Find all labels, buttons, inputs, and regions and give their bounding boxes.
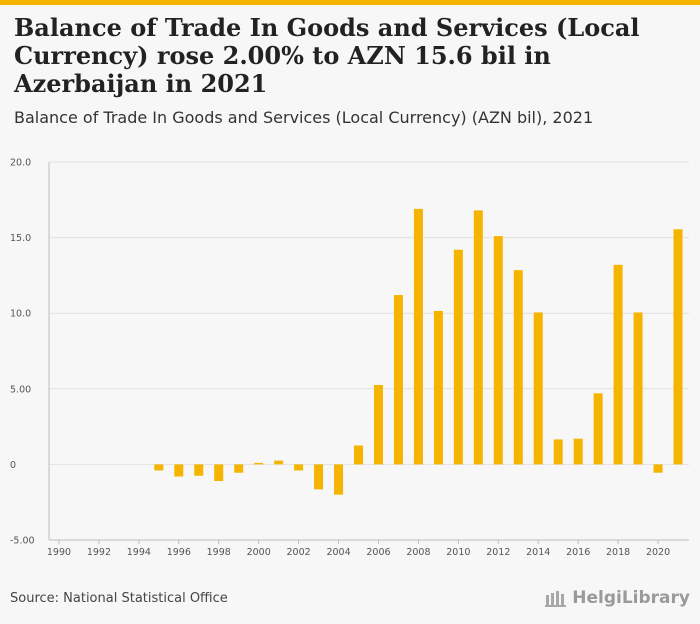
brand-name: HelgiLibrary [572,588,690,608]
x-tick-label: 2008 [406,547,430,558]
x-tick-label: 2012 [486,547,510,558]
bar-2017 [593,393,603,465]
x-tick-label: 2014 [526,547,550,558]
bar-1998 [214,464,224,482]
x-tick-label: 2016 [566,547,590,558]
bar-2011 [473,210,483,465]
y-tick-label: 5.00 [10,384,31,395]
bar-2001 [274,460,284,465]
library-icon [545,591,567,607]
bar-2012 [493,236,503,465]
y-tick-label: 20.0 [10,158,31,169]
chart-title: Balance of Trade In Goods and Services (… [14,13,640,98]
x-tick-label: 1998 [207,547,231,558]
y-tick-label: 10.0 [10,309,31,320]
x-tick-label: 1990 [47,547,71,558]
bar-2018 [613,264,623,465]
bar-2007 [393,295,403,465]
bar-1997 [194,464,204,476]
x-tick-label: 2000 [247,547,271,558]
bar-2009 [433,310,443,465]
bar-2010 [453,249,463,465]
x-tick-label: 2020 [646,547,670,558]
bar-1999 [234,464,244,473]
bar-chart: 20.0 15.0 10.0 5.00 0 -5.00 1990 1992 1994 1996 19… [10,158,689,558]
bar-2019 [633,312,643,465]
x-tick-label: 2004 [326,547,350,558]
x-tick-label: 1992 [87,547,111,558]
x-tick-label: 1994 [127,547,151,558]
bar-2002 [294,464,304,471]
bar-2014 [533,312,543,465]
bar-1996 [174,464,184,477]
bar-1995 [154,464,164,471]
bar-2003 [314,464,324,490]
bar-2021 [673,229,683,465]
bar-2015 [553,439,563,465]
brand-logo: HelgiLibrary [545,588,690,608]
source-note: Source: National Statistical Office [10,591,228,606]
bar-2000 [254,462,264,465]
bar-2016 [573,438,583,465]
x-tick-label: 2002 [287,547,311,558]
x-tick-label: 2018 [606,547,630,558]
y-tick-label: -5.00 [10,536,35,547]
bar-2008 [413,208,423,465]
chart-subtitle: Balance of Trade In Goods and Services (… [14,108,594,127]
bar-2020 [653,464,663,473]
y-tick-label: 15.0 [10,233,31,244]
top-accent-rule [0,0,700,5]
y-tick-label: 0 [10,460,16,471]
x-tick-label: 2006 [366,547,390,558]
bar-2006 [373,385,383,465]
bar-2013 [513,270,523,465]
x-tick-label: 1996 [167,547,191,558]
bar-2004 [334,464,344,495]
bar-2005 [354,445,364,465]
chart-area: 20.0 15.0 10.0 5.00 0 -5.00 1990 1992 1994 1996 19… [0,140,700,570]
x-tick-label: 2010 [446,547,470,558]
